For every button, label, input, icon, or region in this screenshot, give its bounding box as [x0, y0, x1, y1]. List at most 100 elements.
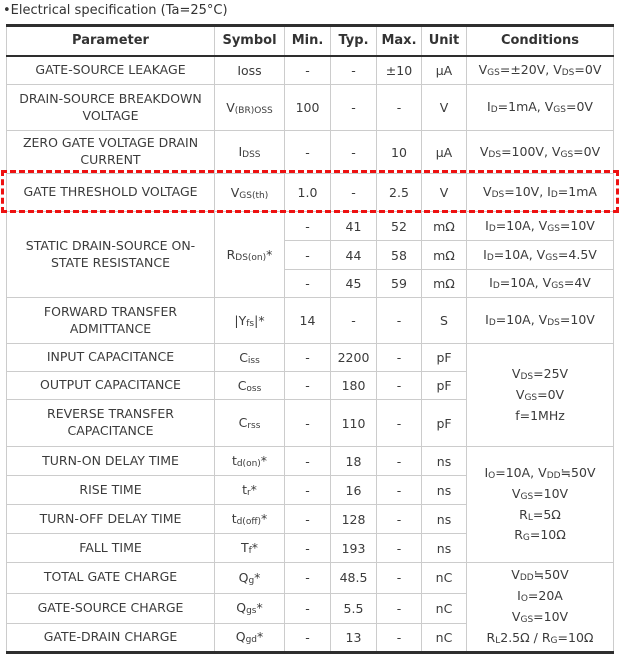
table-row: TURN-ON DELAY TIME td(on)* - 18 - ns IO=…: [6, 446, 614, 563]
cell-max: -: [376, 475, 422, 505]
col-header-min: Min.: [284, 25, 331, 57]
cell-parameter: REVERSE TRANSFER CAPACITANCE: [6, 399, 215, 447]
table-row: OUTPUT CAPACITANCE Coss - 180 - pF: [6, 371, 614, 400]
cell-typ: 18: [330, 446, 377, 476]
cell-min: -: [284, 269, 331, 298]
cell-unit: mΩ: [421, 240, 467, 270]
table-row: GATE-SOURCE CHARGE Qgs* - 5.5 - nC: [6, 592, 614, 625]
cell-parameter: TURN-OFF DELAY TIME: [6, 504, 215, 534]
cell-unit: pF: [421, 399, 467, 447]
cell-typ: 128: [330, 504, 377, 534]
cell-typ: -: [330, 55, 377, 85]
cell-conditions-capacitance: VDS=25V VGS=0V f=1MHz: [466, 343, 614, 447]
cell-symbol: Qgd*: [214, 623, 285, 653]
cell-max: -: [376, 84, 422, 131]
cell-typ: -: [330, 173, 377, 212]
cell-parameter: GATE-SOURCE CHARGE: [6, 592, 215, 625]
cell-max: ±10: [376, 55, 422, 85]
cell-symbol: Crss: [214, 399, 285, 447]
cell-max: -: [376, 533, 422, 563]
cell-typ: -: [330, 130, 377, 174]
cell-symbol: tr*: [214, 475, 285, 505]
cell-min: -: [284, 211, 331, 241]
cell-conditions: VGS=±20V, VDS=0V: [466, 55, 614, 85]
spec-table: Parameter Symbol Min. Typ. Max. Unit Con…: [6, 24, 614, 654]
cell-max: 2.5: [376, 173, 422, 212]
spec-table-wrap: Parameter Symbol Min. Typ. Max. Unit Con…: [1, 24, 619, 654]
table-row-gate-threshold: GATE THRESHOLD VOLTAGE VGS(th) 1.0 - 2.5…: [6, 173, 614, 212]
cell-parameter: STATIC DRAIN-SOURCE ON-STATE RESISTANCE: [6, 211, 215, 298]
cell-max: -: [376, 504, 422, 534]
table-row: GATE-DRAIN CHARGE Qgd* - 13 - nC: [6, 623, 614, 653]
cell-symbol: |Yfs|*: [214, 297, 285, 344]
cell-symbol: Ciss: [214, 343, 285, 372]
cell-min: -: [284, 399, 331, 447]
header-row: Parameter Symbol Min. Typ. Max. Unit Con…: [6, 25, 614, 57]
cell-typ: 5.5: [330, 592, 377, 625]
section-title: •Electrical specification (Ta=25°C): [3, 3, 228, 18]
cell-max: 52: [376, 211, 422, 241]
cell-typ: 13: [330, 623, 377, 653]
cell-typ: 48.5: [330, 562, 377, 594]
cell-min: -: [284, 592, 331, 625]
cell-conditions: VDS=100V, VGS=0V: [466, 130, 614, 174]
cell-typ: 110: [330, 399, 377, 447]
table-row: ZERO GATE VOLTAGE DRAIN CURRENT IDSS - -…: [6, 130, 614, 174]
cell-parameter: TOTAL GATE CHARGE: [6, 562, 215, 594]
cell-min: -: [284, 562, 331, 594]
cell-max: 59: [376, 269, 422, 298]
cell-min: -: [284, 371, 331, 400]
cell-min: -: [284, 446, 331, 476]
cell-max: 58: [376, 240, 422, 270]
cell-typ: 2200: [330, 343, 377, 372]
cell-max: -: [376, 297, 422, 344]
cell-unit: mΩ: [421, 269, 467, 298]
col-header-conditions: Conditions: [466, 25, 614, 57]
cell-max: -: [376, 446, 422, 476]
cell-unit: ns: [421, 475, 467, 505]
table-row: GATE-SOURCE LEAKAGE Ioss - - ±10 μA VGS=…: [6, 55, 614, 85]
table-row: RISE TIME tr* - 16 - ns: [6, 475, 614, 505]
cell-typ: 44: [330, 240, 377, 270]
cell-typ: 45: [330, 269, 377, 298]
cell-max: -: [376, 343, 422, 372]
cell-parameter: OUTPUT CAPACITANCE: [6, 371, 215, 400]
cell-symbol: Tf*: [214, 533, 285, 563]
col-header-max: Max.: [376, 25, 422, 57]
cell-typ: -: [330, 84, 377, 131]
cell-min: -: [284, 55, 331, 85]
cell-unit: nC: [421, 592, 467, 625]
cell-conditions: ID=10A, VGS=4.5V: [466, 240, 614, 270]
table-row: DRAIN-SOURCE BREAKDOWN VOLTAGE V(BR)OSS …: [6, 84, 614, 131]
cell-symbol: Qg*: [214, 562, 285, 594]
cell-max: -: [376, 371, 422, 400]
cell-min: -: [284, 533, 331, 563]
cell-conditions: ID=10A, VDS=10V: [466, 297, 614, 344]
table-row: - 45 59 mΩ ID=10A, VGS=4V: [7, 269, 614, 298]
cell-symbol: Ioss: [214, 55, 285, 85]
cell-parameter: FORWARD TRANSFER ADMITTANCE: [6, 297, 215, 344]
cell-unit: μA: [421, 55, 467, 85]
cell-symbol: Qgs*: [214, 592, 285, 625]
cell-conditions: ID=1mA, VGS=0V: [466, 84, 614, 131]
table-row: TOTAL GATE CHARGE Qg* - 48.5 - nC VDD≒50…: [6, 562, 614, 653]
table-row: INPUT CAPACITANCE Ciss - 2200 - pF VDS=2…: [6, 343, 614, 447]
cell-conditions-charge: VDD≒50V IO=20A VGS=10V RL2.5Ω / RG=10Ω: [466, 562, 614, 653]
table-row: REVERSE TRANSFER CAPACITANCE Crss - 110 …: [6, 399, 614, 447]
cell-conditions: ID=10A, VGS=4V: [466, 269, 614, 298]
cell-parameter: DRAIN-SOURCE BREAKDOWN VOLTAGE: [6, 84, 215, 131]
cell-unit: ns: [421, 446, 467, 476]
col-header-unit: Unit: [421, 25, 467, 57]
cell-parameter: RISE TIME: [6, 475, 215, 505]
cell-unit: S: [421, 297, 467, 344]
cell-typ: 193: [330, 533, 377, 563]
cell-unit: pF: [421, 371, 467, 400]
table-row: - 44 58 mΩ ID=10A, VGS=4.5V: [7, 240, 614, 270]
table-row: STATIC DRAIN-SOURCE ON-STATE RESISTANCE …: [6, 211, 614, 298]
cell-typ: -: [330, 297, 377, 344]
cell-parameter: INPUT CAPACITANCE: [6, 343, 215, 372]
col-header-symbol: Symbol: [214, 25, 285, 57]
cell-parameter: GATE-DRAIN CHARGE: [6, 623, 215, 653]
cell-min: 14: [284, 297, 331, 344]
